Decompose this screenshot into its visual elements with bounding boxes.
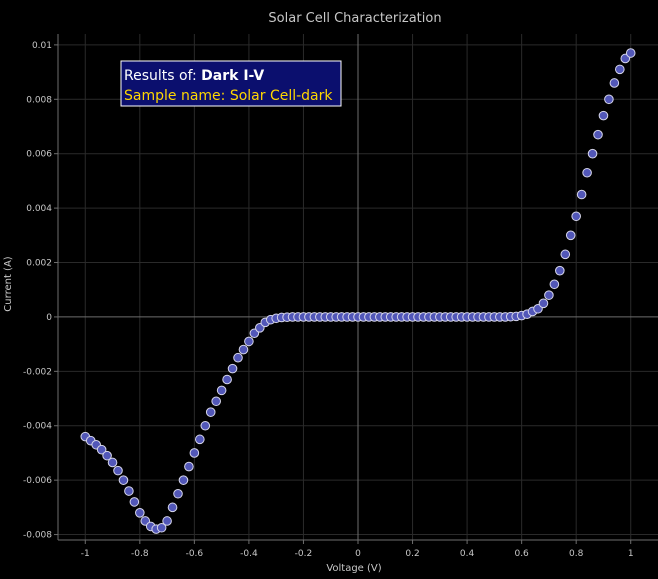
x-axis-label: Voltage (V) <box>326 563 381 574</box>
data-point <box>549 279 560 290</box>
x-tick-label: 0.6 <box>514 549 529 559</box>
data-point <box>625 48 636 58</box>
annotation-sample-line: Sample name: Solar Cell-dark <box>124 88 333 104</box>
x-tick-label: 0.8 <box>569 549 584 559</box>
data-point <box>544 290 554 300</box>
data-point <box>244 336 254 347</box>
tick-label-layer: -1 -0.8 -0.6 -0.4 -0.2 0 0.2 0.4 0.6 0.8 1 -0.008 -0… <box>23 41 634 559</box>
data-point <box>560 249 571 260</box>
data-point <box>107 457 118 468</box>
data-point <box>205 407 216 417</box>
y-tick-label: 0.008 <box>26 95 52 105</box>
y-tick-label: 0.01 <box>32 41 52 51</box>
data-point <box>593 129 603 140</box>
data-point <box>96 444 107 455</box>
data-point <box>102 450 112 461</box>
data-point <box>129 497 140 507</box>
x-tick-label: 0.2 <box>405 549 419 559</box>
y-axis-label: Current (A) <box>3 256 14 311</box>
data-point <box>124 486 134 496</box>
x-tick-label: -0.2 <box>295 549 313 559</box>
data-point <box>238 344 249 355</box>
annotation-result-prefix: Results of: <box>124 68 201 84</box>
x-tick-label: 0.4 <box>460 549 475 559</box>
data-point <box>604 94 614 105</box>
data-point <box>135 507 145 518</box>
data-point <box>587 148 598 159</box>
annotation-background <box>120 60 342 107</box>
y-tick-label: 0 <box>46 313 52 323</box>
y-tick-label: 0.004 <box>26 204 52 214</box>
x-tick-label: -0.6 <box>186 549 204 559</box>
x-tick-label: -0.8 <box>131 549 149 559</box>
y-tick-label: -0.008 <box>23 531 52 541</box>
data-point <box>178 475 189 485</box>
data-point <box>565 230 576 241</box>
data-point <box>189 448 200 458</box>
x-tick-label: -0.4 <box>240 549 258 559</box>
y-tick-label: -0.002 <box>23 367 52 377</box>
data-point <box>184 461 194 472</box>
data-point <box>156 522 167 533</box>
data-point <box>211 396 221 407</box>
y-tick-label: -0.004 <box>23 422 52 432</box>
data-point-layer <box>80 48 636 534</box>
data-point <box>538 298 549 309</box>
data-point <box>227 363 238 374</box>
data-point <box>195 434 205 445</box>
data-point <box>233 352 243 363</box>
annotation-result-line: Results of: Dark I-V <box>124 68 264 84</box>
data-point <box>113 465 123 476</box>
data-point <box>118 475 129 485</box>
y-tick-label: -0.006 <box>23 476 52 486</box>
data-point <box>615 64 625 75</box>
x-tick-label: -1 <box>81 549 90 559</box>
data-point <box>216 385 227 396</box>
data-point <box>598 110 609 121</box>
data-point <box>571 211 581 222</box>
annotation-result-value: Dark I-V <box>201 68 264 84</box>
data-point <box>200 420 211 431</box>
x-tick-label: 0 <box>355 549 361 559</box>
data-point <box>222 374 232 385</box>
annotation-box: Results of: Dark I-V Sample name: Solar … <box>120 60 342 107</box>
data-point <box>582 167 592 178</box>
data-point <box>162 516 172 526</box>
data-point <box>173 488 183 499</box>
x-tick-label: 1 <box>628 549 634 559</box>
data-point <box>576 189 587 200</box>
chart-title: Solar Cell Characterization <box>268 11 441 26</box>
data-point <box>167 502 178 513</box>
y-tick-label: 0.002 <box>26 259 52 269</box>
y-tick-label: 0.006 <box>26 150 52 160</box>
data-point <box>609 78 620 88</box>
data-point <box>555 265 565 276</box>
